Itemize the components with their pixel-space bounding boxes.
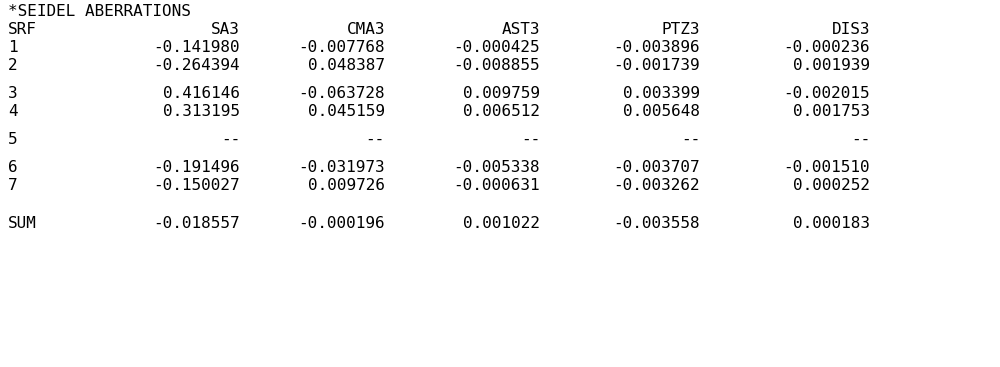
Text: 2: 2	[8, 58, 18, 73]
Text: 0.000252: 0.000252	[793, 178, 870, 193]
Text: -0.150027: -0.150027	[153, 178, 240, 193]
Text: 0.005648: 0.005648	[623, 104, 700, 119]
Text: -0.018557: -0.018557	[153, 216, 240, 231]
Text: -0.191496: -0.191496	[153, 160, 240, 175]
Text: SA3: SA3	[211, 22, 240, 37]
Text: 4: 4	[8, 104, 18, 119]
Text: -0.000631: -0.000631	[453, 178, 540, 193]
Text: -0.264394: -0.264394	[153, 58, 240, 73]
Text: -0.031973: -0.031973	[298, 160, 385, 175]
Text: --: --	[221, 132, 240, 147]
Text: --: --	[681, 132, 700, 147]
Text: --: --	[851, 132, 870, 147]
Text: 7: 7	[8, 178, 18, 193]
Text: -0.001510: -0.001510	[783, 160, 870, 175]
Text: -0.000196: -0.000196	[298, 216, 385, 231]
Text: 0.045159: 0.045159	[308, 104, 385, 119]
Text: --: --	[366, 132, 385, 147]
Text: 3: 3	[8, 86, 18, 101]
Text: 0.313195: 0.313195	[163, 104, 240, 119]
Text: 1: 1	[8, 40, 18, 55]
Text: SUM: SUM	[8, 216, 37, 231]
Text: 0.009726: 0.009726	[308, 178, 385, 193]
Text: 0.001022: 0.001022	[463, 216, 540, 231]
Text: -0.000236: -0.000236	[783, 40, 870, 55]
Text: -0.003896: -0.003896	[613, 40, 700, 55]
Text: 0.416146: 0.416146	[163, 86, 240, 101]
Text: DIS3: DIS3	[832, 22, 870, 37]
Text: 5: 5	[8, 132, 18, 147]
Text: -0.003262: -0.003262	[613, 178, 700, 193]
Text: -0.002015: -0.002015	[783, 86, 870, 101]
Text: -0.001739: -0.001739	[613, 58, 700, 73]
Text: 6: 6	[8, 160, 18, 175]
Text: SRF: SRF	[8, 22, 37, 37]
Text: 0.000183: 0.000183	[793, 216, 870, 231]
Text: -0.063728: -0.063728	[298, 86, 385, 101]
Text: CMA3: CMA3	[347, 22, 385, 37]
Text: -0.003707: -0.003707	[613, 160, 700, 175]
Text: --: --	[521, 132, 540, 147]
Text: -0.005338: -0.005338	[453, 160, 540, 175]
Text: -0.141980: -0.141980	[153, 40, 240, 55]
Text: -0.008855: -0.008855	[453, 58, 540, 73]
Text: 0.048387: 0.048387	[308, 58, 385, 73]
Text: -0.003558: -0.003558	[613, 216, 700, 231]
Text: 0.001939: 0.001939	[793, 58, 870, 73]
Text: -0.000425: -0.000425	[453, 40, 540, 55]
Text: *SEIDEL ABERRATIONS: *SEIDEL ABERRATIONS	[8, 4, 191, 19]
Text: 0.006512: 0.006512	[463, 104, 540, 119]
Text: 0.003399: 0.003399	[623, 86, 700, 101]
Text: AST3: AST3	[502, 22, 540, 37]
Text: -0.007768: -0.007768	[298, 40, 385, 55]
Text: 0.009759: 0.009759	[463, 86, 540, 101]
Text: 0.001753: 0.001753	[793, 104, 870, 119]
Text: PTZ3: PTZ3	[662, 22, 700, 37]
